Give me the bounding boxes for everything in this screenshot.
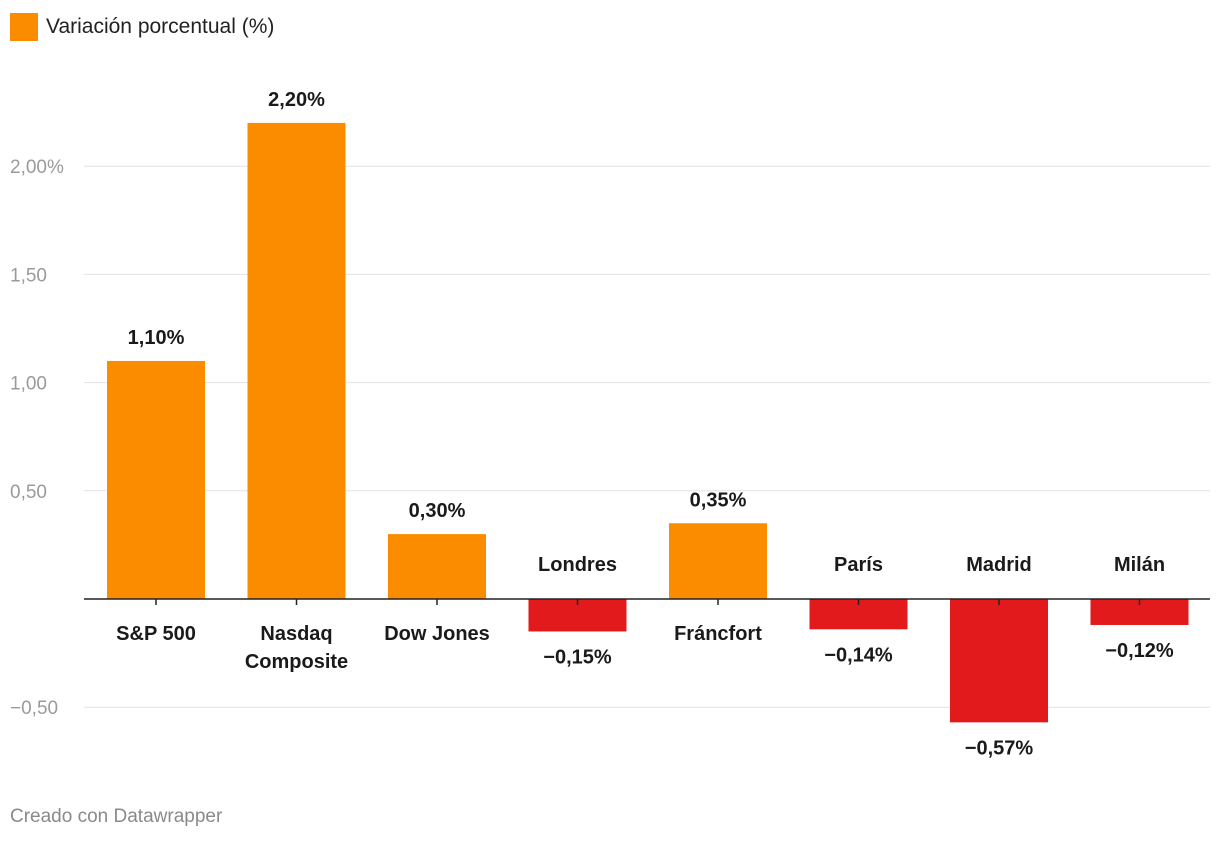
- legend-swatch: [10, 13, 38, 41]
- bar: [247, 122, 346, 600]
- value-label: −0,57%: [965, 737, 1034, 759]
- y-tick-label: 1,00: [10, 374, 47, 395]
- value-label: 1,10%: [128, 327, 185, 349]
- y-tick-label: 0,50: [10, 482, 47, 503]
- category-label: Madrid: [966, 554, 1032, 576]
- value-label: −0,15%: [543, 646, 612, 668]
- value-label: 0,35%: [690, 489, 747, 511]
- category-label: París: [834, 554, 883, 576]
- legend: Variación porcentual (%): [10, 12, 274, 42]
- category-label: Composite: [245, 651, 348, 673]
- y-tick-label: 1,50: [10, 265, 47, 286]
- value-label: −0,12%: [1105, 640, 1174, 662]
- category-label: Nasdaq: [260, 623, 332, 645]
- category-label: Milán: [1114, 554, 1165, 576]
- bar: [669, 523, 767, 599]
- value-label: −0,14%: [824, 644, 893, 666]
- category-label: Fráncfort: [674, 623, 762, 645]
- footer-credit: Creado con Datawrapper: [10, 806, 223, 827]
- legend-label: Variación porcentual (%): [46, 15, 275, 38]
- bar: [107, 360, 205, 599]
- category-label: Dow Jones: [384, 623, 490, 645]
- y-tick-label: −0,50: [10, 698, 58, 719]
- value-label: 2,20%: [268, 89, 325, 111]
- category-label: S&P 500: [116, 623, 196, 645]
- category-label: Londres: [538, 554, 617, 576]
- value-label: 0,30%: [409, 500, 466, 522]
- bar: [388, 534, 486, 599]
- y-tick-label: 2,00%: [10, 157, 64, 178]
- bar: [950, 599, 1048, 723]
